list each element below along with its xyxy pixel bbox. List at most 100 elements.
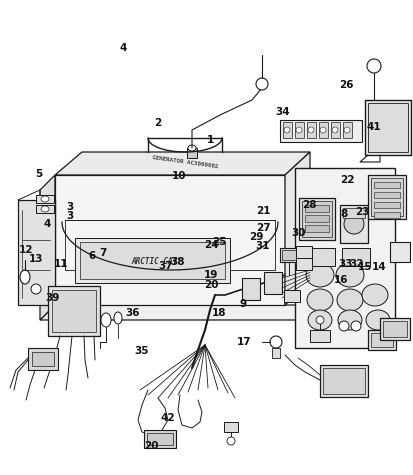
Bar	[389, 242, 409, 262]
Bar	[342, 208, 364, 218]
Ellipse shape	[101, 313, 111, 327]
Bar	[370, 333, 392, 347]
Text: 32: 32	[349, 259, 363, 269]
Bar	[304, 205, 328, 212]
Bar	[373, 212, 399, 218]
Bar	[330, 122, 339, 138]
Text: 22: 22	[339, 174, 354, 185]
Bar	[322, 368, 364, 394]
Ellipse shape	[226, 437, 235, 445]
Bar	[367, 330, 395, 350]
Text: 25: 25	[211, 237, 226, 247]
Text: 26: 26	[338, 79, 353, 90]
Bar	[306, 248, 334, 266]
Bar	[373, 192, 399, 198]
Ellipse shape	[315, 316, 323, 324]
Bar	[242, 278, 259, 300]
Text: 13: 13	[29, 254, 44, 264]
Ellipse shape	[306, 289, 332, 311]
Bar	[295, 258, 311, 270]
Bar	[370, 178, 402, 216]
Text: 15: 15	[357, 262, 372, 272]
Bar	[306, 122, 315, 138]
Text: 3: 3	[66, 211, 74, 221]
Text: 14: 14	[371, 262, 386, 272]
Text: 12: 12	[18, 245, 33, 256]
Text: 29: 29	[249, 232, 263, 243]
Ellipse shape	[295, 127, 301, 133]
Bar	[282, 122, 291, 138]
Ellipse shape	[338, 321, 348, 331]
Bar	[379, 318, 409, 340]
Text: 16: 16	[333, 275, 348, 285]
Bar	[341, 248, 369, 266]
Bar	[342, 122, 351, 138]
Text: 34: 34	[274, 107, 289, 117]
Bar	[263, 272, 281, 294]
Ellipse shape	[335, 263, 363, 287]
Ellipse shape	[343, 127, 349, 133]
Ellipse shape	[361, 284, 387, 306]
Bar	[144, 430, 176, 448]
Text: 1: 1	[206, 135, 214, 145]
Text: 20: 20	[143, 441, 158, 452]
Bar	[301, 201, 331, 237]
Text: 5: 5	[35, 169, 43, 179]
Text: 28: 28	[301, 200, 316, 210]
Text: 27: 27	[255, 223, 270, 233]
Ellipse shape	[114, 312, 122, 324]
Text: 7: 7	[99, 247, 106, 258]
Text: 6: 6	[88, 250, 95, 261]
Text: GENERATOR AC3060002: GENERATOR AC3060002	[151, 155, 218, 169]
Bar	[279, 248, 297, 262]
Text: 42: 42	[160, 413, 175, 423]
Text: 8: 8	[339, 209, 347, 219]
Ellipse shape	[41, 196, 49, 202]
Ellipse shape	[331, 127, 337, 133]
Bar	[298, 198, 334, 240]
Ellipse shape	[307, 310, 331, 330]
Text: 2: 2	[153, 117, 161, 128]
Ellipse shape	[269, 336, 281, 348]
Text: 4: 4	[44, 219, 51, 229]
Ellipse shape	[350, 321, 360, 331]
Ellipse shape	[255, 78, 267, 90]
Ellipse shape	[366, 59, 380, 73]
Bar	[36, 195, 54, 203]
Bar	[223, 422, 237, 432]
Text: 39: 39	[46, 293, 60, 304]
Ellipse shape	[31, 284, 41, 294]
Text: 10: 10	[171, 171, 186, 181]
Polygon shape	[40, 175, 55, 320]
Text: 3: 3	[66, 201, 74, 212]
Bar	[80, 242, 224, 279]
Ellipse shape	[41, 206, 49, 212]
Text: ARCTIC CAT: ARCTIC CAT	[132, 257, 178, 266]
Ellipse shape	[188, 145, 195, 151]
Polygon shape	[294, 168, 394, 348]
Polygon shape	[55, 152, 309, 175]
Text: 11: 11	[54, 258, 69, 269]
Bar	[294, 122, 303, 138]
Bar	[319, 365, 367, 397]
Text: 19: 19	[204, 270, 218, 281]
Text: 35: 35	[134, 346, 149, 357]
Ellipse shape	[365, 310, 389, 330]
Text: 31: 31	[254, 241, 269, 251]
Bar	[279, 120, 361, 142]
Bar	[295, 246, 311, 258]
Polygon shape	[284, 152, 309, 305]
Text: 4: 4	[119, 42, 127, 53]
Text: 21: 21	[255, 206, 270, 217]
Text: 30: 30	[290, 228, 305, 238]
Bar	[364, 100, 410, 155]
Polygon shape	[18, 200, 55, 305]
Polygon shape	[55, 175, 284, 305]
Bar	[382, 321, 406, 337]
Text: 20: 20	[203, 280, 218, 290]
Bar	[75, 238, 230, 283]
Text: 37: 37	[158, 261, 173, 271]
Ellipse shape	[283, 127, 289, 133]
Bar	[367, 103, 407, 152]
Text: 33: 33	[337, 259, 352, 269]
